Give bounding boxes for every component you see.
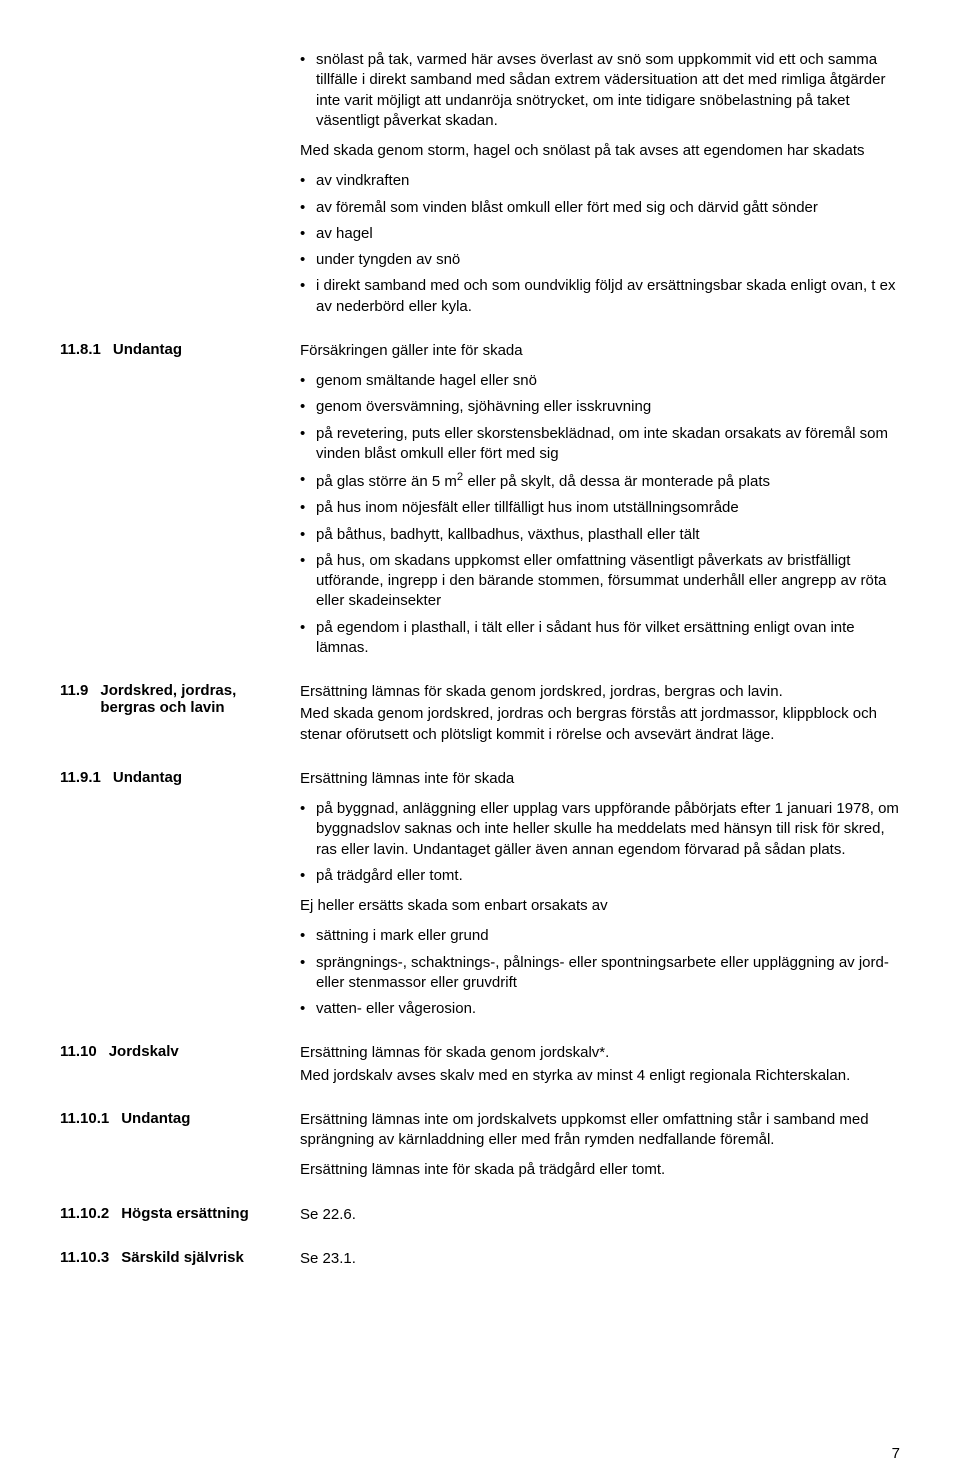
intro-right: snölast på tak, varmed här avses överlas… [300,50,900,327]
undantag-bullets-2: sättning i mark eller grund sprängnings-… [300,926,900,1019]
undantag-bullets-1: på byggnad, anläggning eller upplag vars… [300,799,900,886]
list-item: på hus inom nöjesfält eller tillfälligt … [300,498,900,518]
body-text: Med jordskalv avses skalv med en styrka … [300,1066,900,1086]
section-number: 11.9 [60,682,88,699]
section-body: Se 23.1. [300,1249,900,1279]
list-item: genom översvämning, sjöhävning eller iss… [300,397,900,417]
section-11-9: 11.9 Jordskred, jordras, bergras och lav… [60,682,900,755]
section-title: Undantag [121,1110,190,1127]
section-body: Försäkringen gäller inte för skada genom… [300,341,900,668]
list-item: av hagel [300,224,900,244]
section-11-10-3: 11.10.3 Särskild självrisk Se 23.1. [60,1249,900,1279]
section-title: Jordskalv [109,1043,179,1060]
list-item: på revetering, puts eller skorstensbeklä… [300,424,900,465]
mid-text: Ej heller ersätts skada som enbart orsak… [300,896,900,916]
section-heading: 11.8.1 Undantag [60,341,300,358]
section-heading: 11.10.2 Högsta ersättning [60,1205,300,1222]
section-number: 11.9.1 [60,769,101,786]
section-title: Särskild självrisk [121,1249,244,1266]
section-body: Ersättning lämnas inte om jordskalvets u… [300,1110,900,1191]
section-title: Undantag [113,769,182,786]
list-item: genom smältande hagel eller snö [300,371,900,391]
intro-section: snölast på tak, varmed här avses överlas… [60,50,900,327]
section-11-10-1: 11.10.1 Undantag Ersättning lämnas inte … [60,1110,900,1191]
list-item: vatten- eller vågerosion. [300,999,900,1019]
list-item: sättning i mark eller grund [300,926,900,946]
intro-top-bullets: snölast på tak, varmed här avses överlas… [300,50,900,131]
section-11-10: 11.10 Jordskalv Ersättning lämnas för sk… [60,1043,900,1096]
list-item: sprängnings-, schaktnings-, pålnings- el… [300,953,900,994]
document-page: snölast på tak, varmed här avses överlas… [0,0,960,1482]
body-text: Ersättning lämnas inte för skada på träd… [300,1160,900,1180]
section-body: Ersättning lämnas för skada genom jordsk… [300,682,900,755]
section-11-10-2: 11.10.2 Högsta ersättning Se 22.6. [60,1205,900,1235]
section-heading: 11.10.1 Undantag [60,1110,300,1127]
list-item: av vindkraften [300,171,900,191]
body-text: Se 23.1. [300,1249,900,1269]
section-title: Undantag [113,341,182,358]
section-body: Ersättning lämnas inte för skada på bygg… [300,769,900,1030]
list-item: i direkt samband med och som oundviklig … [300,276,900,317]
list-item: av föremål som vinden blåst omkull eller… [300,198,900,218]
section-body: Se 22.6. [300,1205,900,1235]
section-heading: 11.10 Jordskalv [60,1043,300,1060]
section-heading: 11.10.3 Särskild självrisk [60,1249,300,1266]
lead-text: Försäkringen gäller inte för skada [300,341,900,361]
section-number: 11.8.1 [60,341,101,358]
list-item: snölast på tak, varmed här avses överlas… [300,50,900,131]
body-text: Ersättning lämnas för skada genom jordsk… [300,682,900,702]
storm-bullets: av vindkraften av föremål som vinden blå… [300,171,900,317]
list-item: på egendom i plasthall, i tält eller i s… [300,618,900,659]
page-number: 7 [892,1445,900,1462]
section-body: Ersättning lämnas för skada genom jordsk… [300,1043,900,1096]
section-number: 11.10.1 [60,1110,109,1127]
list-item: på trädgård eller tomt. [300,866,900,886]
body-text: Ersättning lämnas inte om jordskalvets u… [300,1110,900,1151]
section-title: Högsta ersättning [121,1205,249,1222]
section-heading: 11.9.1 Undantag [60,769,300,786]
body-text: Med skada genom jordskred, jordras och b… [300,704,900,745]
body-text: Ersättning lämnas för skada genom jordsk… [300,1043,900,1063]
storm-intro: Med skada genom storm, hagel och snölast… [300,141,900,161]
list-item: på båthus, badhytt, kallbadhus, växthus,… [300,525,900,545]
list-item: på glas större än 5 m2 eller på skylt, d… [300,470,900,492]
body-text: Se 22.6. [300,1205,900,1225]
section-number: 11.10.2 [60,1205,109,1222]
list-item: under tyngden av snö [300,250,900,270]
undantag-bullets: genom smältande hagel eller snö genom öv… [300,371,900,658]
section-title: Jordskred, jordras, bergras och lavin [100,682,288,716]
lead-text: Ersättning lämnas inte för skada [300,769,900,789]
section-number: 11.10 [60,1043,97,1060]
list-item: på hus, om skadans uppkomst eller omfatt… [300,551,900,612]
section-heading: 11.9 Jordskred, jordras, bergras och lav… [60,682,300,716]
section-11-8-1: 11.8.1 Undantag Försäkringen gäller inte… [60,341,900,668]
list-item: på byggnad, anläggning eller upplag vars… [300,799,900,860]
section-11-9-1: 11.9.1 Undantag Ersättning lämnas inte f… [60,769,900,1030]
section-number: 11.10.3 [60,1249,109,1266]
